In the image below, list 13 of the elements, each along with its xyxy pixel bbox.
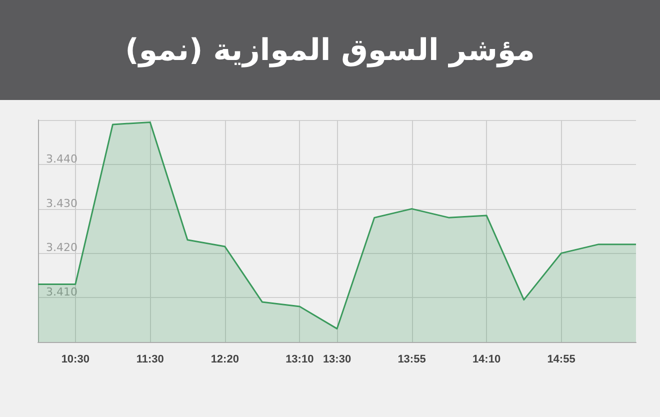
y-tick-label: 3.420 [46,241,78,254]
x-tick-label: 13:10 [286,354,314,366]
y-tick-label: 3.430 [46,196,78,210]
x-tick-label: 11:30 [136,354,164,366]
x-tick-label: 12:20 [210,354,239,366]
x-tick-label: 10:30 [61,354,90,366]
x-tick-label: 14:10 [472,354,501,366]
x-tick-label: 13:55 [398,354,426,366]
y-tick-label: 3.440 [46,152,78,166]
x-tick-label: 14:55 [547,354,576,366]
chart-title: مؤشر السوق الموازية (نمو) [0,0,660,100]
y-tick-label: 3.410 [46,286,78,299]
x-tick-label: 13:30 [322,354,352,366]
